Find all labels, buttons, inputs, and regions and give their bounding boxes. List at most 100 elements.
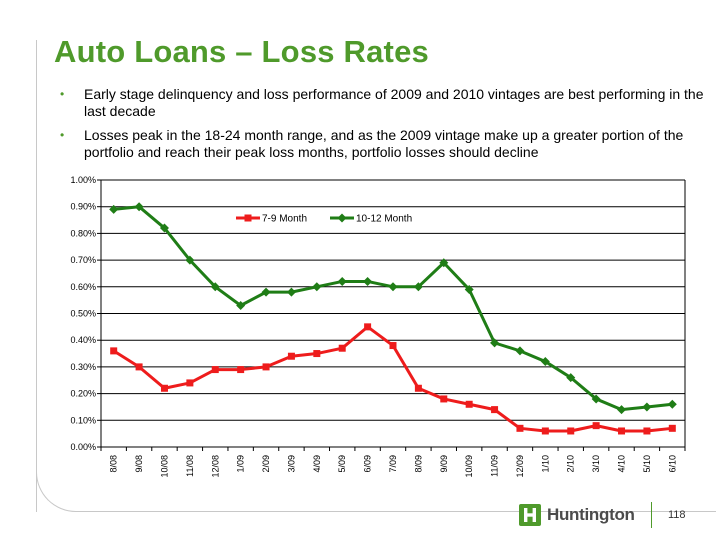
x-tick-label: 3/09 [286, 455, 296, 473]
data-point [414, 384, 422, 392]
data-point [668, 424, 676, 432]
data-point [364, 323, 372, 331]
data-point [160, 384, 168, 392]
data-point [566, 373, 576, 383]
brand-logo: Huntington [519, 500, 635, 530]
data-point [591, 394, 601, 404]
data-point [312, 282, 322, 292]
x-tick-label: 6/10 [667, 455, 677, 473]
x-tick-label: 11/09 [490, 455, 500, 477]
bullet-text: Early stage delinquency and loss perform… [84, 86, 704, 119]
data-point [261, 287, 271, 297]
footer-separator [651, 502, 652, 528]
bullet-item: • Losses peak in the 18-24 month range, a… [60, 127, 710, 161]
x-tick-label: 4/10 [617, 455, 627, 473]
data-point [185, 255, 195, 265]
x-tick-label: 11/08 [185, 455, 195, 477]
data-point [287, 352, 295, 360]
legend-marker [244, 214, 252, 222]
data-point [464, 284, 474, 294]
x-tick-label: 7/09 [388, 455, 398, 473]
data-point [515, 346, 525, 356]
x-tick-label: 10/08 [159, 455, 169, 478]
x-tick-label: 1/09 [236, 455, 246, 473]
bullet-text: Losses peak in the 18-24 month range, an… [84, 127, 684, 160]
data-point [440, 395, 448, 403]
y-tick-label: 0.00% [70, 442, 96, 452]
x-tick-label: 2/09 [261, 455, 271, 473]
y-tick-label: 0.60% [70, 282, 96, 292]
x-tick-label: 4/09 [312, 455, 322, 473]
bullet-item: • Early stage delinquency and loss perfor… [60, 86, 710, 120]
bullet-list: • Early stage delinquency and loss perfor… [60, 86, 710, 168]
data-point [135, 363, 143, 371]
y-tick-label: 0.40% [70, 335, 96, 345]
data-point [643, 427, 651, 435]
data-point [236, 300, 246, 310]
y-tick-label: 0.10% [70, 415, 96, 425]
bullet-dot-icon: • [60, 87, 65, 101]
page-number: 118 [668, 509, 686, 521]
y-tick-label: 0.30% [70, 362, 96, 372]
frame-bottom-line [80, 511, 716, 512]
data-point [439, 258, 449, 268]
data-point [413, 282, 423, 292]
data-point [110, 347, 118, 355]
data-point [211, 366, 219, 374]
data-point [490, 338, 500, 348]
data-point [388, 282, 398, 292]
data-point [186, 379, 194, 387]
x-tick-label: 2/10 [566, 455, 576, 473]
x-tick-label: 3/10 [591, 455, 601, 473]
data-point [592, 422, 600, 430]
data-point [210, 282, 220, 292]
x-tick-label: 12/09 [515, 455, 525, 478]
x-tick-label: 12/08 [210, 455, 220, 478]
data-point [313, 350, 321, 358]
y-tick-label: 0.50% [70, 309, 96, 319]
x-tick-label: 8/09 [413, 455, 423, 473]
data-point [642, 402, 652, 412]
y-tick-label: 0.90% [70, 202, 96, 212]
y-tick-label: 0.20% [70, 389, 96, 399]
bullet-dot-icon: • [60, 128, 65, 142]
data-point [667, 399, 677, 409]
data-point [491, 406, 499, 414]
x-tick-label: 8/08 [109, 455, 119, 473]
x-tick-label: 1/10 [540, 455, 550, 473]
legend-marker [337, 213, 347, 223]
x-tick-label: 9/09 [439, 455, 449, 473]
y-tick-label: 0.70% [70, 255, 96, 265]
slide-title: Auto Loans – Loss Rates [54, 34, 429, 69]
data-point [617, 405, 627, 415]
y-tick-label: 0.80% [70, 228, 96, 238]
y-tick-label: 1.00% [70, 175, 96, 185]
data-point [363, 276, 373, 286]
x-tick-label: 9/08 [134, 455, 144, 473]
legend-label: 10-12 Month [356, 214, 412, 225]
data-point [286, 287, 296, 297]
brand-name: Huntington [547, 505, 635, 524]
x-tick-label: 6/09 [363, 455, 373, 473]
data-point [337, 276, 347, 286]
data-point [237, 366, 245, 374]
data-point [389, 342, 397, 350]
data-point [541, 427, 549, 435]
data-point [618, 427, 626, 435]
x-tick-label: 10/09 [464, 455, 474, 478]
data-point [159, 223, 169, 233]
data-point [540, 357, 550, 367]
x-tick-label: 5/09 [337, 455, 347, 473]
data-point [465, 400, 473, 408]
legend-label: 7-9 Month [262, 214, 307, 225]
frame-left-line [36, 40, 37, 512]
x-tick-label: 5/10 [642, 455, 652, 473]
data-point [262, 363, 270, 371]
data-point [109, 204, 119, 214]
data-point [567, 427, 575, 435]
data-point [338, 344, 346, 352]
huntington-logo-icon [519, 504, 541, 526]
data-point [134, 202, 144, 212]
data-point [516, 424, 524, 432]
